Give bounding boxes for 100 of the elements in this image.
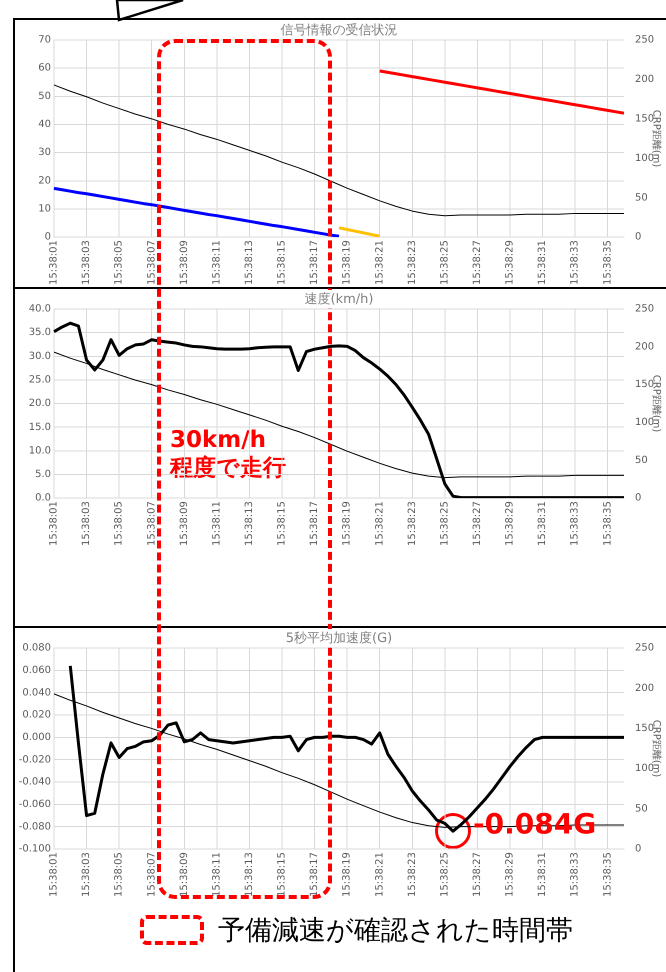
y-tick-label: 10.0 — [28, 445, 51, 456]
chart-title: 速度(km/h) — [302, 290, 376, 308]
y-tick-label: -0.040 — [18, 776, 51, 788]
x-tick-label: 15:38:25 — [439, 501, 450, 546]
x-tick-label: 15:38:05 — [114, 852, 125, 898]
y-tick-label: 0.020 — [22, 710, 51, 721]
y2-tick-label: 200 — [635, 74, 654, 86]
x-tick-label: 15:38:15 — [276, 501, 288, 546]
x-tick-label: 15:38:25 — [439, 240, 450, 286]
y2-tick-label: 150 — [635, 723, 654, 734]
chart-title: 5秒平均加速度(G) — [284, 629, 394, 647]
x-tick-label: 15:38:09 — [178, 501, 190, 546]
x-tick-label: 15:38:17 — [309, 852, 320, 898]
x-tick-label: 15:38:07 — [146, 240, 158, 286]
y-tick-label: 10 — [38, 204, 51, 215]
x-tick-label: 15:38:29 — [504, 852, 516, 898]
x-tick-label: 15:38:21 — [374, 501, 386, 546]
y2-tick-label: 50 — [635, 454, 648, 466]
x-tick-label: 15:38:13 — [244, 240, 256, 286]
y-tick-label: 5.0 — [35, 469, 51, 480]
x-tick-label: 15:38:01 — [48, 852, 60, 898]
x-tick-label: 15:38:17 — [309, 501, 320, 546]
x-tick-label: 15:38:15 — [276, 852, 288, 898]
x-tick-label: 15:38:35 — [602, 852, 614, 898]
x-tick-label: 15:38:25 — [439, 852, 450, 898]
x-tick-label: 15:38:27 — [472, 852, 484, 898]
x-tick-label: 15:38:03 — [81, 240, 92, 286]
y2-tick-label: 250 — [635, 642, 654, 654]
x-tick-label: 15:38:17 — [309, 240, 320, 286]
y-tick-label: 25.0 — [28, 374, 51, 386]
x-tick-label: 15:38:29 — [504, 240, 516, 286]
y-tick-label: 30.0 — [28, 350, 51, 362]
x-tick-label: 15:38:01 — [48, 240, 60, 286]
x-tick-label: 15:38:35 — [602, 501, 614, 546]
y-tick-label: -0.060 — [18, 798, 51, 810]
y2-tick-label: 200 — [635, 682, 654, 694]
x-tick-label: 15:38:07 — [146, 852, 158, 898]
x-tick-label: 15:38:35 — [602, 240, 614, 286]
x-tick-label: 15:38:11 — [211, 852, 222, 898]
y-tick-label: -0.020 — [18, 754, 51, 766]
x-tick-label: 15:38:27 — [472, 240, 484, 286]
x-tick-label: 15:38:23 — [406, 501, 418, 546]
y2-tick-label: 200 — [635, 341, 654, 352]
y-tick-label: 40 — [38, 119, 51, 130]
y2-tick-label: 0 — [635, 232, 642, 243]
x-tick-label: 15:38:33 — [570, 501, 581, 546]
y-tick-label: 0 — [44, 232, 51, 243]
x-tick-label: 15:38:13 — [244, 852, 256, 898]
x-tick-label: 15:38:23 — [406, 852, 418, 898]
x-tick-label: 15:38:21 — [374, 852, 386, 898]
text: 予備減速が確認された時間帯 — [218, 914, 573, 948]
x-tick-label: 15:38:33 — [570, 852, 581, 898]
x-tick-label: 15:38:19 — [342, 852, 353, 898]
x-tick-label: 15:38:21 — [374, 240, 386, 286]
y2-tick-label: 150 — [635, 113, 654, 124]
x-tick-label: 15:38:11 — [211, 240, 222, 286]
x-tick-label: 15:38:07 — [146, 501, 158, 546]
y2-tick-label: 50 — [635, 192, 648, 204]
y-tick-label: 35.0 — [28, 327, 51, 338]
y-tick-label: 0.060 — [22, 664, 51, 676]
x-tick-label: 15:38:31 — [537, 240, 548, 286]
y-tick-label: 40.0 — [28, 304, 51, 315]
y2-tick-label: 250 — [635, 34, 654, 46]
y2-tick-label: 0 — [635, 844, 642, 855]
x-tick-label: 15:38:13 — [244, 501, 256, 546]
y-tick-label: 50 — [38, 90, 51, 102]
x-tick-label: 15:38:29 — [504, 501, 516, 546]
y-tick-label: 0.080 — [22, 642, 51, 654]
y-tick-label: 0.040 — [22, 687, 51, 698]
y2-tick-label: 150 — [635, 379, 654, 390]
y-tick-label: -0.100 — [18, 844, 51, 855]
x-tick-label: 15:38:09 — [178, 852, 190, 898]
y-tick-label: 30 — [38, 147, 51, 158]
x-tick-label: 15:38:03 — [81, 501, 92, 546]
y2-tick-label: 250 — [635, 304, 654, 315]
x-tick-label: 15:38:05 — [114, 240, 125, 286]
y2-tick-label: 50 — [635, 803, 648, 814]
x-tick-label: 15:38:31 — [537, 501, 548, 546]
x-tick-label: 15:38:33 — [570, 240, 581, 286]
x-tick-label: 15:38:19 — [342, 501, 353, 546]
chart-title: 信号情報の受信状況 — [278, 21, 400, 39]
x-tick-label: 15:38:15 — [276, 240, 288, 286]
y-tick-label: 15.0 — [28, 422, 51, 433]
x-tick-label: 15:38:05 — [114, 501, 125, 546]
x-tick-label: 15:38:31 — [537, 852, 548, 898]
y-tick-label: 0.000 — [22, 732, 51, 743]
y-tick-label: -0.080 — [18, 821, 51, 832]
y-tick-label: 60 — [38, 62, 51, 74]
y2-tick-label: 0 — [635, 492, 642, 504]
x-tick-label: 15:38:19 — [342, 240, 353, 286]
x-tick-label: 15:38:09 — [178, 240, 190, 286]
y-tick-label: 20.0 — [28, 398, 51, 410]
x-tick-label: 15:38:01 — [48, 501, 60, 546]
x-tick-label: 15:38:11 — [211, 501, 222, 546]
x-tick-label: 15:38:27 — [472, 501, 484, 546]
y-tick-label: 0.0 — [35, 492, 51, 504]
x-tick-label: 15:38:23 — [406, 240, 418, 286]
y-tick-label: 20 — [38, 175, 51, 186]
x-tick-label: 15:38:03 — [81, 852, 92, 898]
y-tick-label: 70 — [38, 34, 51, 46]
